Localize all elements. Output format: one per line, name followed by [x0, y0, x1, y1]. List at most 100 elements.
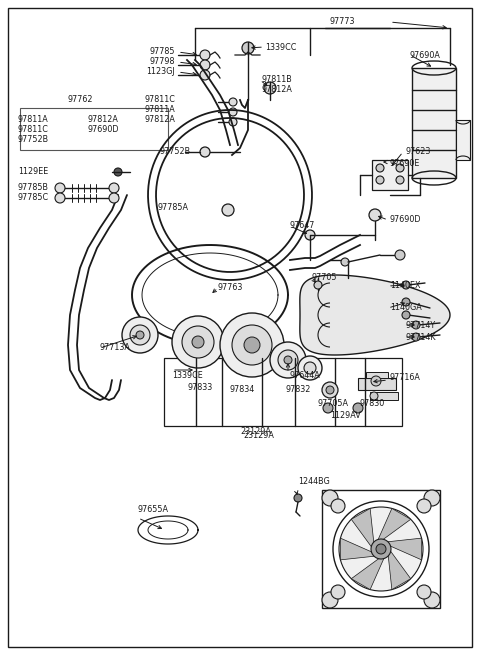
Circle shape — [331, 585, 345, 599]
Text: 97690A: 97690A — [410, 50, 441, 60]
Circle shape — [192, 336, 204, 348]
Polygon shape — [351, 556, 385, 590]
Text: 97811A: 97811A — [144, 105, 175, 115]
Text: 97713A: 97713A — [100, 343, 131, 352]
Circle shape — [331, 499, 345, 513]
Circle shape — [396, 164, 404, 172]
Circle shape — [270, 342, 306, 378]
Bar — [372, 160, 408, 190]
Text: 97785B: 97785B — [18, 183, 49, 193]
Text: 97644A: 97644A — [290, 371, 321, 379]
Circle shape — [314, 281, 322, 289]
Circle shape — [55, 193, 65, 203]
Text: 97833: 97833 — [188, 383, 213, 392]
Polygon shape — [388, 549, 411, 590]
Circle shape — [109, 193, 119, 203]
Text: 97811A: 97811A — [18, 115, 49, 124]
Bar — [366, 372, 388, 378]
Text: 97830: 97830 — [360, 400, 385, 409]
Bar — [322, 490, 440, 608]
Text: 97705A: 97705A — [318, 400, 349, 409]
Circle shape — [371, 376, 381, 386]
Circle shape — [278, 350, 298, 370]
Circle shape — [220, 313, 284, 377]
Text: 97690D: 97690D — [390, 215, 421, 225]
Circle shape — [412, 333, 420, 341]
Circle shape — [402, 311, 410, 319]
Circle shape — [353, 403, 363, 413]
Text: 97834: 97834 — [230, 386, 255, 394]
Text: 97832: 97832 — [285, 386, 311, 394]
Circle shape — [229, 118, 237, 126]
Polygon shape — [385, 538, 421, 560]
Circle shape — [412, 321, 420, 329]
Text: 97752B: 97752B — [160, 147, 191, 157]
Circle shape — [402, 298, 410, 306]
Text: 1140EX: 1140EX — [390, 282, 420, 291]
Text: 97785A: 97785A — [158, 204, 189, 212]
Circle shape — [109, 183, 119, 193]
Text: 97714K: 97714K — [406, 333, 436, 341]
Text: 97812A: 97812A — [88, 115, 119, 124]
Circle shape — [323, 403, 333, 413]
Text: 97812A: 97812A — [262, 86, 293, 94]
Circle shape — [298, 356, 322, 380]
Circle shape — [402, 281, 410, 289]
Circle shape — [424, 490, 440, 506]
Circle shape — [326, 386, 334, 394]
Circle shape — [417, 499, 431, 513]
Circle shape — [244, 337, 260, 353]
Circle shape — [424, 592, 440, 608]
Circle shape — [395, 250, 405, 260]
Circle shape — [222, 204, 234, 216]
Polygon shape — [377, 508, 411, 542]
Text: 1129EE: 1129EE — [18, 168, 48, 176]
Circle shape — [370, 392, 378, 400]
Circle shape — [371, 539, 391, 559]
Text: 97785C: 97785C — [18, 193, 49, 202]
Text: 1339CE: 1339CE — [172, 371, 203, 379]
Circle shape — [264, 82, 276, 94]
Text: 97655A: 97655A — [138, 506, 169, 514]
Circle shape — [200, 50, 210, 60]
Text: 97647: 97647 — [290, 221, 315, 231]
Text: 1339CC: 1339CC — [265, 43, 296, 52]
Circle shape — [229, 98, 237, 106]
Circle shape — [369, 209, 381, 221]
Circle shape — [304, 362, 316, 374]
Text: 97690D: 97690D — [88, 126, 120, 134]
Circle shape — [200, 147, 210, 157]
Circle shape — [305, 230, 315, 240]
Circle shape — [242, 42, 254, 54]
Text: 1244BG: 1244BG — [298, 477, 330, 487]
Text: 1129AV: 1129AV — [330, 411, 361, 421]
Text: 23129A: 23129A — [243, 432, 274, 441]
Bar — [358, 378, 396, 390]
Text: 97690E: 97690E — [390, 160, 420, 168]
Circle shape — [55, 183, 65, 193]
Text: 1123GJ: 1123GJ — [146, 67, 175, 77]
Circle shape — [294, 494, 302, 502]
Circle shape — [339, 507, 423, 591]
Circle shape — [114, 168, 122, 176]
Circle shape — [130, 325, 150, 345]
Circle shape — [341, 258, 349, 266]
Bar — [20, 108, 168, 150]
Bar — [456, 120, 470, 160]
Text: 1140GA: 1140GA — [390, 303, 422, 312]
Text: 97811B: 97811B — [262, 75, 293, 84]
Text: 97812A: 97812A — [144, 115, 175, 124]
Text: 97752B: 97752B — [18, 136, 49, 145]
Circle shape — [200, 70, 210, 80]
Circle shape — [376, 164, 384, 172]
Circle shape — [376, 544, 386, 554]
Circle shape — [417, 585, 431, 599]
Bar — [412, 68, 456, 178]
Circle shape — [322, 592, 338, 608]
Text: 97762: 97762 — [68, 96, 94, 105]
Polygon shape — [351, 508, 374, 549]
Text: 97798: 97798 — [149, 58, 175, 67]
Bar — [164, 358, 402, 426]
Circle shape — [122, 317, 158, 353]
Text: 97811C: 97811C — [144, 96, 175, 105]
